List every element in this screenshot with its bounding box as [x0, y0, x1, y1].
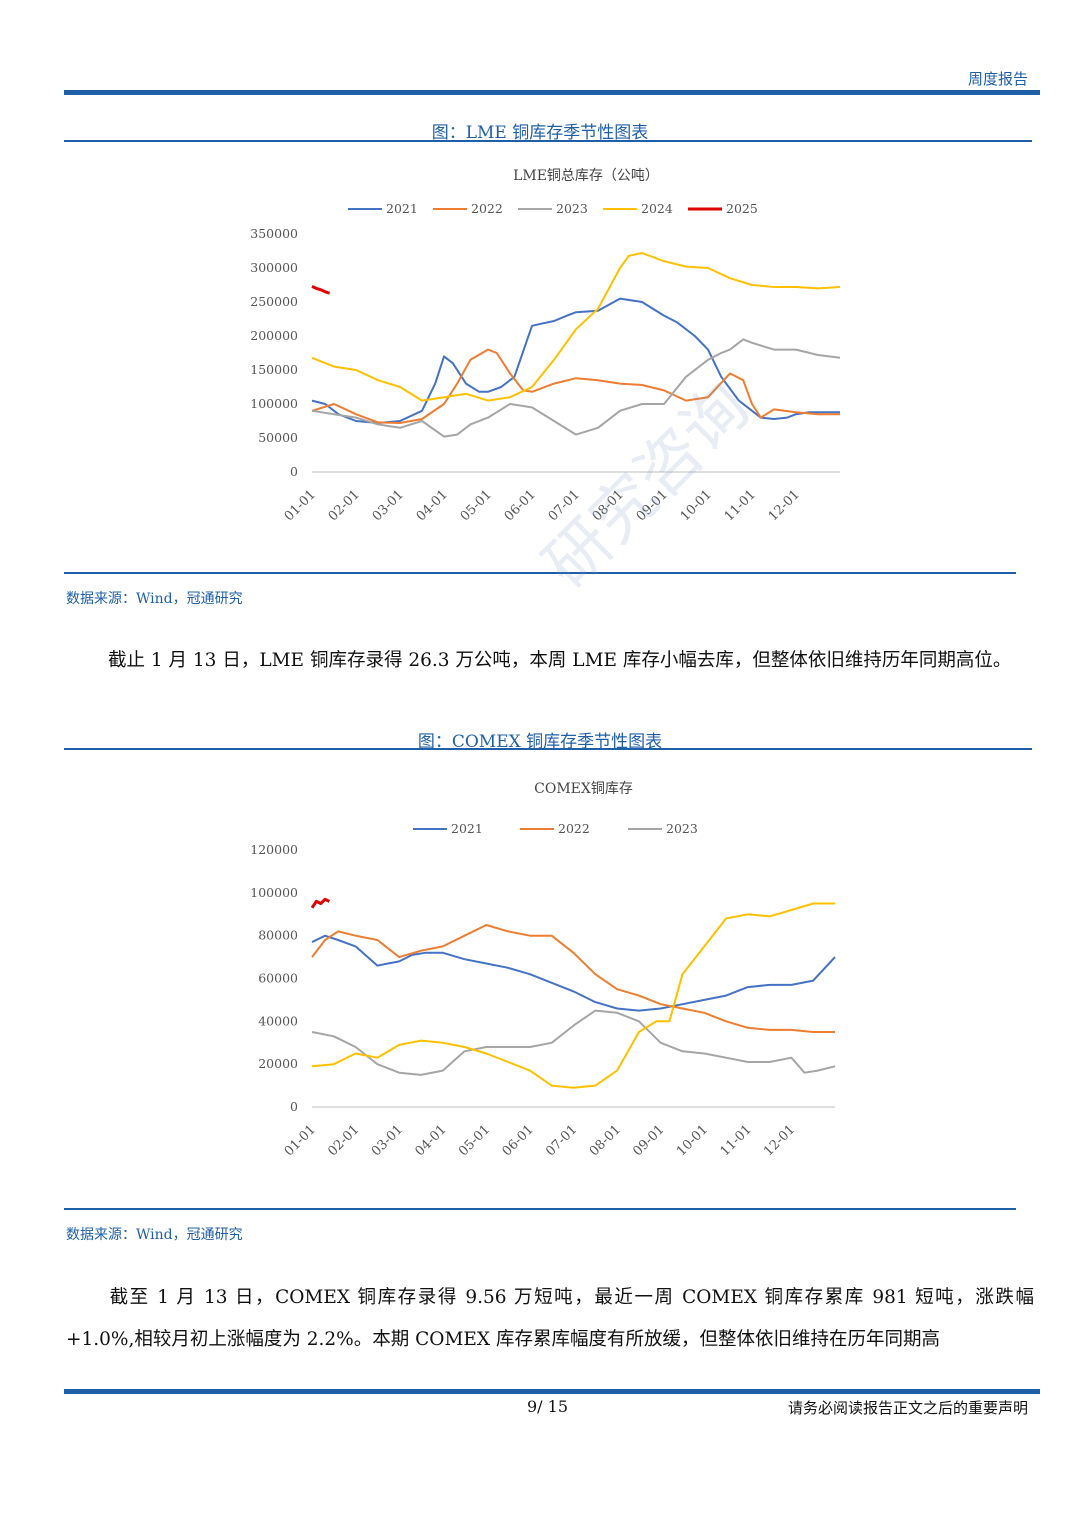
chart-title: COMEX铜库存 [534, 781, 633, 797]
legend-label-2021: 2021 [451, 821, 483, 836]
y-tick-label: 250000 [250, 294, 298, 309]
x-tick-label: 04-01 [412, 1122, 449, 1159]
series-line-2021 [311, 934, 836, 1012]
x-tick-label: 04-01 [414, 487, 451, 524]
series-line-2025 [311, 285, 331, 295]
x-tick-label: 03-01 [370, 487, 407, 524]
y-tick-label: 0 [290, 1099, 298, 1114]
y-tick-label: 80000 [258, 928, 298, 943]
x-tick-label: 11-01 [718, 1122, 755, 1159]
y-tick-label: 350000 [250, 226, 298, 241]
legend-label-2023: 2023 [666, 821, 698, 836]
y-tick-label: 40000 [258, 1013, 298, 1028]
legend-label-2022: 2022 [471, 201, 503, 216]
x-tick-label: 03-01 [369, 1122, 406, 1159]
y-tick-label: 100000 [250, 396, 298, 411]
series-line-2025 [310, 897, 331, 909]
x-tick-label: 01-01 [282, 1122, 319, 1159]
y-tick-label: 0 [290, 464, 298, 479]
y-tick-label: 300000 [250, 260, 298, 275]
x-tick-label: 10-01 [674, 1122, 711, 1159]
figure1-caption: 图：LME 铜库存季节性图表 [431, 123, 649, 143]
x-tick-label: 02-01 [325, 1122, 362, 1159]
watermark: 研究咨询 [530, 369, 764, 603]
series-line-2022 [311, 924, 835, 1033]
legend-label-2024: 2024 [641, 201, 673, 216]
series-line-2023 [311, 1009, 836, 1076]
figure1-source: 数据来源：Wind，冠通研究 [66, 591, 243, 607]
footer-disclaimer: 请务必阅读报告正文之后的重要声明 [787, 1399, 1028, 1417]
x-tick-label: 02-01 [326, 487, 363, 524]
paragraph-lme: 截止 1 月 13 日，LME 铜库存录得 26.3 万公吨，本周 LME 库存… [66, 640, 1034, 682]
header-rule [64, 90, 1040, 95]
figure2-source: 数据来源：Wind，冠通研究 [66, 1227, 243, 1243]
x-tick-label: 12-01 [766, 487, 803, 524]
paragraph-comex: 截至 1 月 13 日，COMEX 铜库存录得 9.56 万短吨，最近一周 CO… [66, 1277, 1034, 1361]
series-line-2022 [311, 348, 840, 424]
page-number: 9/ 15 [527, 1397, 569, 1416]
legend-label-2021: 2021 [386, 201, 418, 216]
y-tick-label: 20000 [258, 1056, 298, 1071]
chart-title: LME铜总库存（公吨） [513, 168, 659, 184]
x-tick-label: 06-01 [502, 487, 539, 524]
paragraph-lme-text: 截止 1 月 13 日，LME 铜库存录得 26.3 万公吨，本周 LME 库存… [108, 650, 1012, 671]
report-header-title: 周度报告 [967, 70, 1028, 88]
series-line-2024 [311, 252, 841, 402]
x-tick-label: 12-01 [761, 1122, 798, 1159]
figure2-bottom-rule [64, 1208, 1016, 1210]
x-tick-label: 08-01 [587, 1122, 624, 1159]
figure2-top-rule [64, 748, 1032, 750]
y-tick-label: 100000 [250, 885, 298, 900]
y-tick-label: 120000 [250, 842, 298, 857]
x-tick-label: 01-01 [282, 487, 319, 524]
x-tick-label: 05-01 [456, 1122, 493, 1159]
legend-label-2023: 2023 [556, 201, 588, 216]
x-tick-label: 05-01 [458, 487, 495, 524]
x-tick-label: 09-01 [630, 1122, 667, 1159]
legend-label-2025: 2025 [726, 201, 758, 216]
paragraph-comex-text: 截至 1 月 13 日，COMEX 铜库存录得 9.56 万短吨，最近一周 CO… [66, 1287, 1034, 1350]
y-tick-label: 60000 [258, 971, 298, 986]
figure1-bottom-rule [64, 572, 1016, 574]
y-tick-label: 50000 [258, 430, 298, 445]
y-tick-label: 200000 [250, 328, 298, 343]
x-tick-label: 06-01 [500, 1122, 537, 1159]
figure2-caption: 图：COMEX 铜库存季节性图表 [417, 732, 663, 752]
x-tick-label: 07-01 [543, 1122, 580, 1159]
y-tick-label: 150000 [250, 362, 298, 377]
footer-rule [64, 1389, 1040, 1394]
x-tick-label: 11-01 [722, 487, 759, 524]
figure1-top-rule [64, 140, 1032, 142]
legend-label-2022: 2022 [558, 821, 590, 836]
series-line-2021 [311, 297, 840, 424]
series-line-2024 [311, 902, 835, 1089]
